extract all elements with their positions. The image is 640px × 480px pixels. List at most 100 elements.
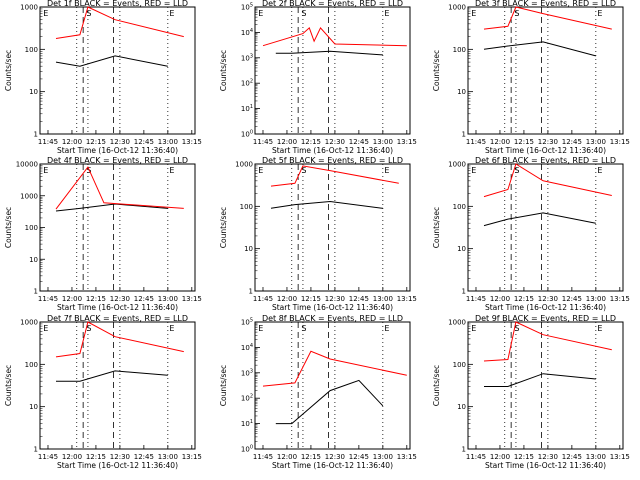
y-tick-label: 10: [29, 88, 38, 96]
y-tick-label: 104: [241, 28, 253, 37]
y-axis-label: Counts/sec: [219, 207, 228, 248]
y-tick-label: 100: [241, 445, 253, 454]
phase-marker-label: E: [43, 324, 48, 333]
events-series-line: [56, 370, 168, 382]
plot-frame: [39, 6, 196, 135]
x-tick-label: 13:15: [397, 453, 417, 461]
phase-marker-label: E: [43, 166, 48, 175]
y-tick-label: 10000: [16, 161, 38, 169]
x-tick-label: 13:00: [373, 295, 393, 303]
x-axis-label: Start Time (16-Oct-12 11:36:40): [57, 461, 178, 470]
x-tick-label: 11:45: [253, 138, 273, 146]
panel-title: Det 8f BLACK = Events, RED = LLD: [262, 314, 403, 323]
lld-series-line: [55, 6, 184, 39]
y-tick-label: 1: [34, 131, 38, 139]
y-tick-label: 100: [453, 203, 466, 211]
x-tick-label: 12:00: [62, 453, 82, 461]
y-tick-label: 1000: [448, 4, 466, 12]
lld-series-line: [483, 6, 612, 30]
x-tick-label: 12:15: [301, 295, 321, 303]
x-tick-label: 12:45: [562, 295, 582, 303]
y-axis-label: Counts/sec: [219, 50, 228, 91]
plot-frame: [254, 321, 411, 450]
lld-series-line: [270, 165, 399, 187]
x-tick-label: 13:00: [586, 453, 606, 461]
x-tick-label: 11:45: [466, 138, 486, 146]
y-tick-label: 102: [241, 79, 253, 88]
x-tick-label: 12:30: [110, 138, 130, 146]
x-tick-label: 11:45: [253, 453, 273, 461]
x-tick-label: 13:00: [158, 138, 178, 146]
y-tick-label: 10: [29, 403, 38, 411]
x-tick-label: 12:30: [325, 295, 345, 303]
phase-marker-label: S: [301, 166, 306, 175]
lld-series-line: [483, 321, 612, 362]
panel-title: Det 9f BLACK = Events, RED = LLD: [475, 314, 616, 323]
plot-frame: [254, 6, 411, 135]
y-tick-label: 101: [241, 419, 253, 428]
x-tick-label: 12:45: [349, 295, 369, 303]
panel-title: Det 5f BLACK = Events, RED = LLD: [262, 156, 403, 165]
x-tick-label: 12:00: [490, 295, 510, 303]
lld-series-line: [55, 321, 184, 358]
x-axis-label: Start Time (16-Oct-12 11:36:40): [272, 146, 393, 155]
plot-frame: [467, 6, 624, 135]
panel-title: Det 3f BLACK = Events, RED = LLD: [475, 0, 616, 8]
y-axis-label: Counts/sec: [432, 207, 441, 248]
panel-title: Det 7f BLACK = Events, RED = LLD: [47, 314, 188, 323]
y-tick-label: 10: [457, 88, 466, 96]
panel-title: Det 6f BLACK = Events, RED = LLD: [475, 156, 616, 165]
x-tick-label: 12:30: [110, 453, 130, 461]
events-series-line: [275, 50, 383, 56]
y-tick-label: 100: [25, 361, 38, 369]
x-tick-label: 11:45: [253, 295, 273, 303]
events-series-line: [55, 203, 168, 212]
x-tick-label: 12:45: [134, 138, 154, 146]
x-tick-label: 12:15: [514, 295, 534, 303]
x-tick-label: 12:45: [134, 295, 154, 303]
x-tick-label: 13:00: [373, 138, 393, 146]
phase-marker-label: E: [43, 9, 48, 18]
y-tick-label: 100: [453, 46, 466, 54]
phase-marker-label: E: [597, 324, 602, 333]
y-tick-label: 105: [241, 318, 253, 327]
y-tick-label: 103: [241, 368, 253, 377]
x-tick-label: 12:45: [349, 453, 369, 461]
events-series-line: [483, 41, 596, 57]
x-tick-label: 13:15: [182, 453, 202, 461]
x-tick-label: 12:00: [62, 138, 82, 146]
x-tick-label: 12:15: [86, 295, 106, 303]
x-tick-label: 12:45: [562, 453, 582, 461]
x-tick-label: 12:45: [134, 453, 154, 461]
x-tick-label: 12:30: [110, 295, 130, 303]
phase-marker-label: S: [301, 9, 306, 18]
y-tick-label: 10: [457, 245, 466, 253]
x-tick-label: 12:30: [325, 138, 345, 146]
x-tick-label: 12:15: [301, 453, 321, 461]
phase-marker-label: S: [86, 324, 91, 333]
plot-frame: [467, 163, 624, 292]
x-axis-label: Start Time (16-Oct-12 11:36:40): [485, 303, 606, 312]
y-tick-label: 1: [34, 446, 38, 454]
x-tick-label: 11:45: [38, 453, 58, 461]
y-tick-label: 102: [241, 394, 253, 403]
y-axis-label: Counts/sec: [4, 365, 13, 406]
phase-marker-label: E: [258, 166, 263, 175]
x-tick-label: 12:00: [490, 453, 510, 461]
y-tick-label: 100: [241, 130, 253, 139]
x-tick-label: 13:15: [397, 138, 417, 146]
x-tick-label: 12:15: [86, 138, 106, 146]
events-series-line: [55, 55, 168, 67]
lld-series-line: [55, 166, 184, 210]
phase-marker-label: E: [384, 324, 389, 333]
x-tick-label: 13:00: [158, 453, 178, 461]
y-tick-label: 100: [240, 203, 253, 211]
y-tick-label: 1: [462, 131, 466, 139]
